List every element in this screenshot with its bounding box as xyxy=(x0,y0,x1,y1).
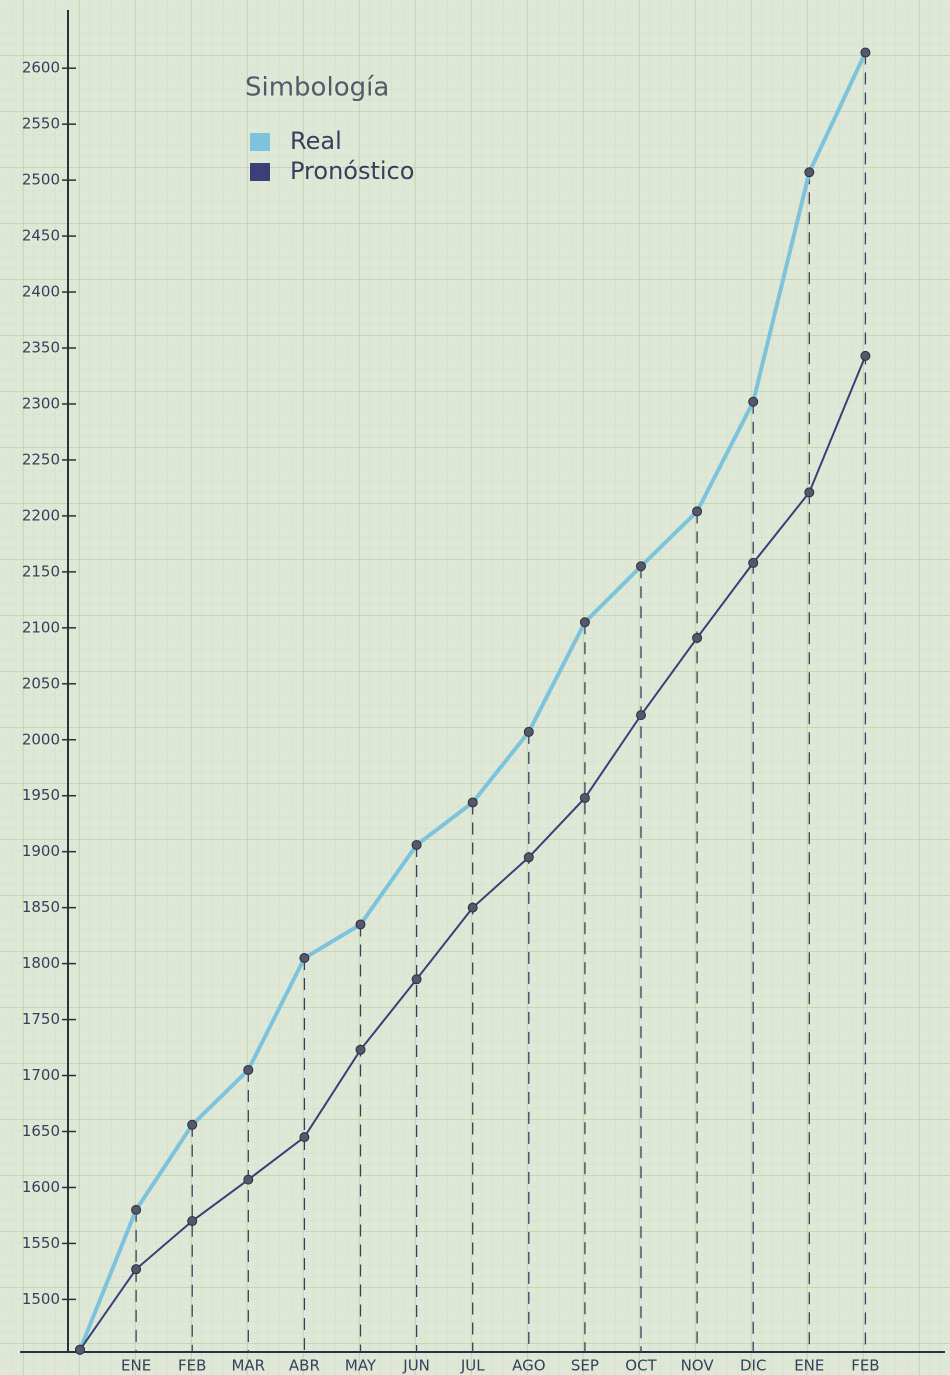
data-point xyxy=(524,727,533,736)
y-tick-label: 1750 xyxy=(22,1010,60,1028)
y-tick-label: 1500 xyxy=(22,1290,60,1308)
x-tick-label: ENE xyxy=(121,1357,151,1375)
y-tick-label: 1800 xyxy=(22,954,60,972)
legend-label: Pronóstico xyxy=(290,157,414,185)
y-tick-label: 2300 xyxy=(22,394,60,412)
y-tick-label: 2050 xyxy=(22,674,60,692)
data-point xyxy=(580,793,589,802)
data-point xyxy=(132,1265,141,1274)
y-tick-label: 2000 xyxy=(22,730,60,748)
y-tick-label: 2150 xyxy=(22,562,60,580)
data-point xyxy=(300,954,309,963)
data-point xyxy=(805,488,814,497)
y-tick-label: 2100 xyxy=(22,618,60,636)
x-tick-label: ABR xyxy=(289,1357,320,1375)
legend-swatch xyxy=(250,133,270,151)
data-point xyxy=(244,1065,253,1074)
data-point xyxy=(693,633,702,642)
x-tick-label: JUL xyxy=(460,1357,485,1375)
chart: Simbología RealPronóstico 1500 1550 1600 16… xyxy=(0,0,950,1375)
data-point xyxy=(188,1217,197,1226)
legend-label: Real xyxy=(290,127,342,155)
y-tick-label: 2350 xyxy=(22,339,60,357)
data-point xyxy=(412,975,421,984)
data-point xyxy=(468,903,477,912)
x-tick-label: FEB xyxy=(178,1357,206,1375)
legend-title: Simbología xyxy=(245,73,389,103)
data-point xyxy=(580,618,589,627)
data-point xyxy=(861,48,870,57)
page: {"chart_data": {"type": "line", "legend_… xyxy=(0,0,950,1375)
x-tick-label: NOV xyxy=(681,1357,715,1375)
x-tick-label: OCT xyxy=(625,1357,657,1375)
x-tick-label: MAY xyxy=(345,1357,377,1375)
legend-swatch xyxy=(250,163,270,181)
x-tick-label: ENE xyxy=(794,1357,824,1375)
data-point xyxy=(524,853,533,862)
data-point xyxy=(356,1045,365,1054)
y-tick-label: 2450 xyxy=(22,227,60,245)
y-tick-label: 2200 xyxy=(22,506,60,524)
data-point xyxy=(300,1133,309,1142)
y-tick-label: 1650 xyxy=(22,1122,60,1140)
y-tick-label: 1600 xyxy=(22,1178,60,1196)
y-tick-label: 1550 xyxy=(22,1234,60,1252)
y-tick-label: 2250 xyxy=(22,450,60,468)
x-tick-label: SEP xyxy=(571,1357,599,1375)
y-tick-label: 1700 xyxy=(22,1066,60,1084)
data-point xyxy=(356,920,365,929)
data-point xyxy=(188,1120,197,1129)
x-tick-label: MAR xyxy=(231,1357,265,1375)
data-point xyxy=(132,1205,141,1214)
x-tick-label: AGO xyxy=(512,1357,545,1375)
y-tick-label: 2400 xyxy=(22,283,60,301)
data-point xyxy=(637,562,646,571)
data-point xyxy=(749,397,758,406)
y-tick-label: 2550 xyxy=(22,115,60,133)
data-point xyxy=(749,558,758,567)
y-tick-label: 2600 xyxy=(22,59,60,77)
data-point xyxy=(244,1175,253,1184)
data-point xyxy=(861,351,870,360)
data-point xyxy=(805,168,814,177)
x-tick-label: JUN xyxy=(402,1357,430,1375)
y-tick-label: 1850 xyxy=(22,898,60,916)
data-point xyxy=(76,1345,85,1354)
data-point xyxy=(693,507,702,516)
x-tick-label: DIC xyxy=(740,1357,766,1375)
y-tick-label: 1950 xyxy=(22,786,60,804)
x-tick-label: FEB xyxy=(851,1357,879,1375)
data-point xyxy=(637,711,646,720)
y-tick-label: 2500 xyxy=(22,171,60,189)
data-point xyxy=(412,840,421,849)
data-point xyxy=(468,798,477,807)
y-tick-label: 1900 xyxy=(22,842,60,860)
paper-major-grid xyxy=(0,0,950,1375)
